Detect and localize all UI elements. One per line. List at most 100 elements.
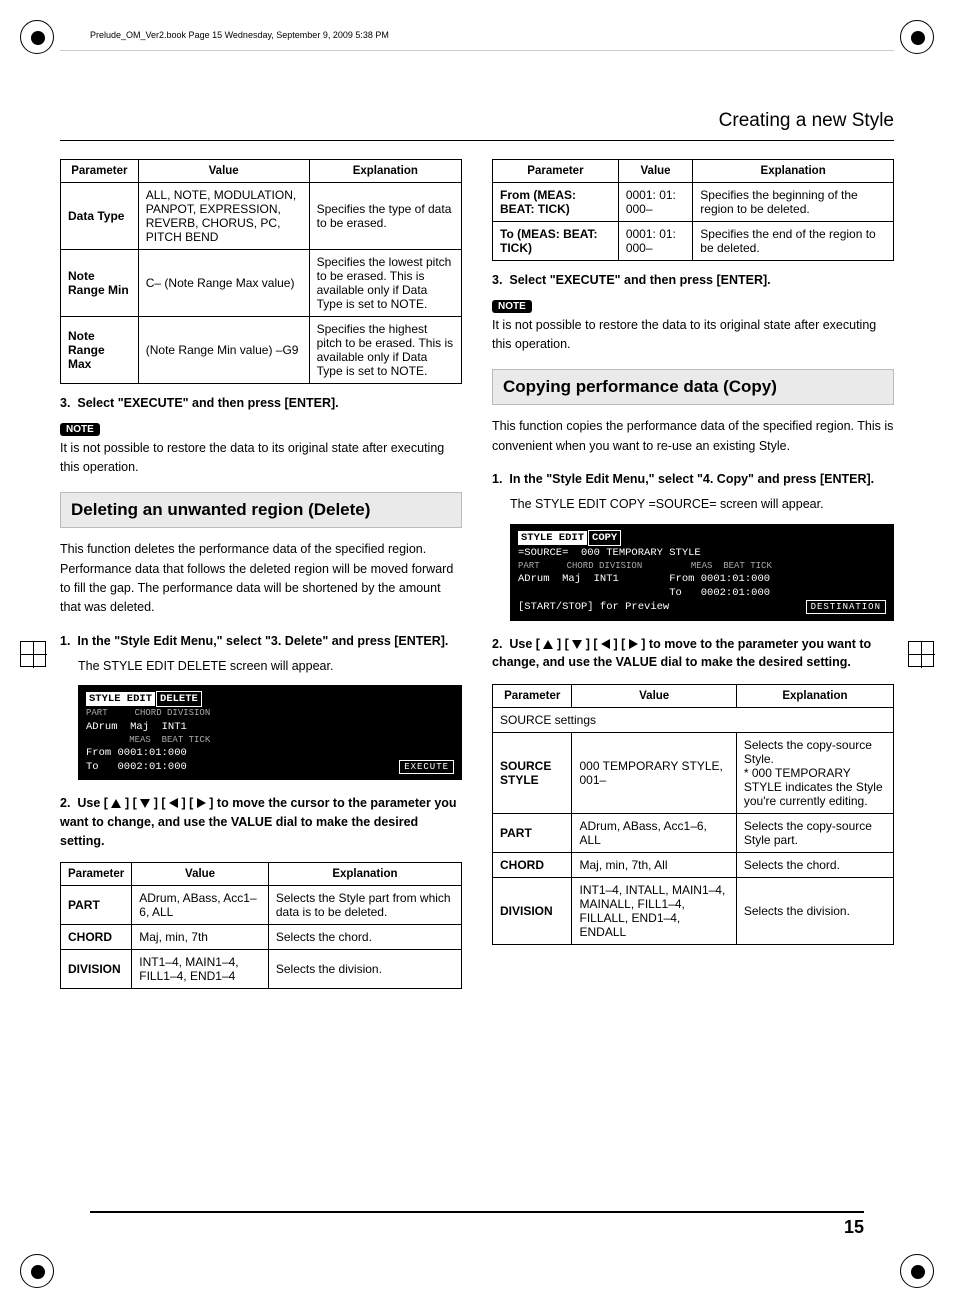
param-explain: Specifies the type of data to be erased. [309, 183, 461, 250]
param-name: PART [61, 886, 132, 925]
param-value: C– (Note Range Max value) [138, 250, 309, 317]
separator: ] [ [154, 796, 166, 810]
param-value: ADrum, ABass, Acc1–6, ALL [132, 886, 269, 925]
delete-params-table: Parameter Value Explanation PART ADrum, … [60, 862, 462, 989]
param-name: Note Range Min [61, 250, 139, 317]
table-header: Explanation [309, 160, 461, 183]
param-value: Maj, min, 7th [132, 925, 269, 950]
lcd-destination-button: DESTINATION [806, 600, 886, 614]
arrow-down-icon [572, 640, 582, 649]
section-heading-delete: Deleting an unwanted region (Delete) [60, 492, 462, 528]
crop-mark-icon [900, 1254, 934, 1288]
param-name: CHORD [493, 853, 572, 878]
separator: ] [ [557, 637, 569, 651]
table-section-row: SOURCE settings [493, 708, 894, 733]
table-row: DIVISION INT1–4, MAIN1–4, FILL1–4, END1–… [61, 950, 462, 989]
lcd-tab-active: DELETE [156, 691, 202, 707]
arrow-down-icon [140, 799, 150, 808]
param-name: CHORD [61, 925, 132, 950]
erase-params-table: Parameter Value Explanation Data Type AL… [60, 159, 462, 384]
param-value: 0001: 01: 000– [618, 222, 692, 261]
table-row: Note Range Max (Note Range Min value) –G… [61, 317, 462, 384]
separator: ] [ [125, 796, 137, 810]
table-header: Explanation [693, 160, 894, 183]
lcd-row: To 0002:01:000EXECUTE [86, 760, 454, 774]
table-row: PART ADrum, ABass, Acc1–6, ALL Selects t… [493, 814, 894, 853]
param-name: SOURCE STYLE [493, 733, 572, 814]
section-label: SOURCE settings [493, 708, 894, 733]
param-explain: Specifies the highest pitch to be erased… [309, 317, 461, 384]
body-text: This function copies the performance dat… [492, 417, 894, 456]
param-name: Data Type [61, 183, 139, 250]
step: 3. Select "EXECUTE" and then press [ENTE… [60, 394, 462, 413]
param-value: (Note Range Min value) –G9 [138, 317, 309, 384]
crop-mark-icon [20, 1254, 54, 1288]
lcd-row: ADrum Maj INT1 From 0001:01:000 [518, 572, 886, 586]
table-header: Parameter [61, 863, 132, 886]
lcd-row: PART CHORD DIVISION [86, 707, 454, 719]
table-header: Explanation [268, 863, 461, 886]
step-text: Select "EXECUTE" and then press [ENTER]. [509, 273, 770, 287]
lcd-row: MEAS BEAT TICK [86, 734, 454, 746]
param-name: DIVISION [493, 878, 572, 945]
page-number: 15 [90, 1217, 864, 1238]
separator: ] [ [614, 637, 626, 651]
lcd-row: PART CHORD DIVISION MEAS BEAT TICK [518, 560, 886, 572]
footer-rule [90, 1211, 864, 1213]
table-header: Value [618, 160, 692, 183]
table-row: SOURCE STYLE 000 TEMPORARY STYLE, 001– S… [493, 733, 894, 814]
header-rule [60, 50, 894, 51]
arrow-right-icon [197, 798, 206, 808]
param-value: INT1–4, MAIN1–4, FILL1–4, END1–4 [132, 950, 269, 989]
step-number: 2. [60, 796, 70, 810]
param-value: ADrum, ABass, Acc1–6, ALL [572, 814, 736, 853]
lcd-execute-button: EXECUTE [399, 760, 454, 774]
param-explain: Selects the division. [736, 878, 893, 945]
lcd-row: [START/STOP] for PreviewDESTINATION [518, 600, 886, 614]
param-name: DIVISION [61, 950, 132, 989]
lcd-tab-active: COPY [588, 530, 621, 546]
lcd-delete-screen: STYLE EDITDELETE PART CHORD DIVISION ADr… [78, 685, 462, 780]
step: 1. In the "Style Edit Menu," select "3. … [60, 632, 462, 651]
step: 1. In the "Style Edit Menu," select "4. … [492, 470, 894, 489]
lcd-row: =SOURCE= 000 TEMPORARY STYLE [518, 546, 886, 560]
table-header: Parameter [493, 160, 619, 183]
param-value: 0001: 01: 000– [618, 183, 692, 222]
step-follow: The STYLE EDIT DELETE screen will appear… [60, 657, 462, 676]
arrow-up-icon [543, 640, 553, 649]
page: Prelude_OM_Ver2.book Page 15 Wednesday, … [0, 0, 954, 1308]
crop-mark-icon [908, 641, 934, 667]
page-footer: 15 [90, 1211, 864, 1238]
param-value: ALL, NOTE, MODULATION, PANPOT, EXPRESSIO… [138, 183, 309, 250]
copy-source-table: Parameter Value Explanation SOURCE setti… [492, 684, 894, 945]
header-meta: Prelude_OM_Ver2.book Page 15 Wednesday, … [90, 30, 389, 40]
table-row: Note Range Min C– (Note Range Max value)… [61, 250, 462, 317]
table-header: Value [572, 685, 736, 708]
table-row: Data Type ALL, NOTE, MODULATION, PANPOT,… [61, 183, 462, 250]
param-explain: Selects the chord. [268, 925, 461, 950]
step-text-before: Use [ [77, 796, 108, 810]
section-heading-copy: Copying performance data (Copy) [492, 369, 894, 405]
param-name: Note Range Max [61, 317, 139, 384]
left-column: Parameter Value Explanation Data Type AL… [60, 159, 462, 999]
table-row: CHORD Maj, min, 7th, All Selects the cho… [493, 853, 894, 878]
step: 2. Use [ ] [ ] [ ] [ ] to move to the pa… [492, 635, 894, 673]
arrow-left-icon [601, 639, 610, 649]
separator: ] [ [182, 796, 194, 810]
param-name: PART [493, 814, 572, 853]
step-text: In the "Style Edit Menu," select "4. Cop… [509, 472, 874, 486]
note-badge: NOTE [60, 423, 100, 436]
delete-region-table: Parameter Value Explanation From (MEAS: … [492, 159, 894, 261]
param-explain: Specifies the beginning of the region to… [693, 183, 894, 222]
table-row: To (MEAS: BEAT: TICK) 0001: 01: 000– Spe… [493, 222, 894, 261]
page-title: Creating a new Style [60, 110, 894, 132]
param-value: Maj, min, 7th, All [572, 853, 736, 878]
note-text: It is not possible to restore the data t… [492, 316, 894, 354]
table-row: From (MEAS: BEAT: TICK) 0001: 01: 000– S… [493, 183, 894, 222]
step-number: 1. [60, 634, 70, 648]
table-header: Parameter [61, 160, 139, 183]
table-row: PART ADrum, ABass, Acc1–6, ALL Selects t… [61, 886, 462, 925]
note-badge: NOTE [492, 300, 532, 313]
step-text: In the "Style Edit Menu," select "3. Del… [77, 634, 448, 648]
right-column: Parameter Value Explanation From (MEAS: … [492, 159, 894, 999]
